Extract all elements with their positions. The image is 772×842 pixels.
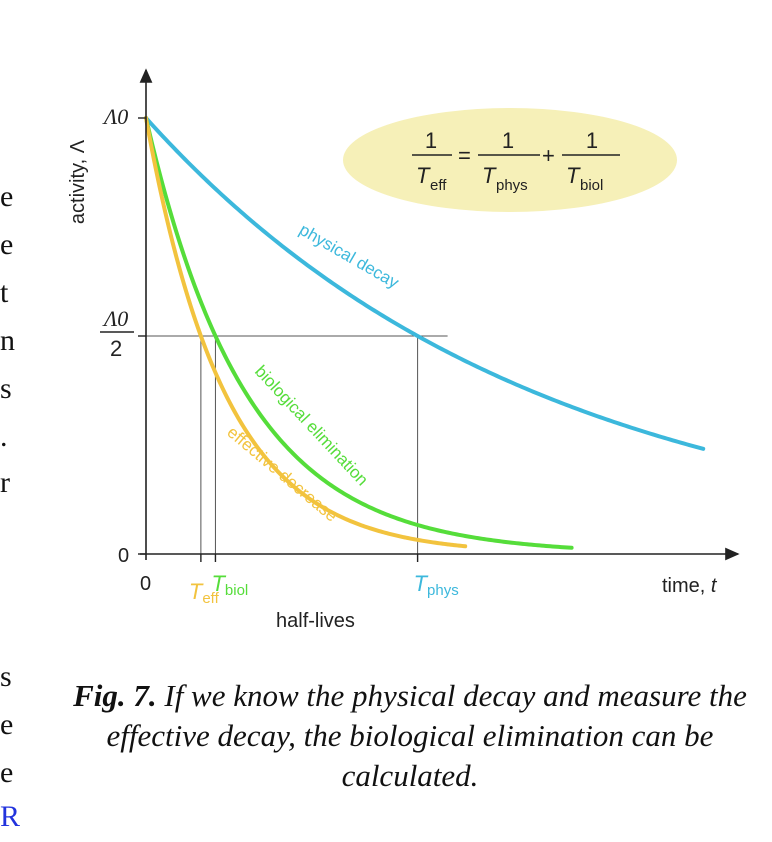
fragment: s bbox=[0, 372, 12, 405]
fragment-link[interactable]: R bbox=[0, 800, 21, 833]
formula-t1-sub: phys bbox=[496, 177, 528, 194]
fragment: e bbox=[0, 756, 14, 789]
curve-eff bbox=[144, 116, 468, 549]
formula-t2-sub: biol bbox=[580, 177, 603, 194]
formula: 1 T eff = 1 T phys + 1 T biol bbox=[412, 128, 620, 194]
formula-t1-numerator: 1 bbox=[502, 128, 514, 153]
label-physical-decay: physical decay bbox=[296, 220, 402, 292]
formula-plus: + bbox=[542, 143, 555, 168]
figure-caption: Fig. 7. If we know the physical decay an… bbox=[70, 676, 750, 796]
decay-chart: 1 T eff = 1 T phys + 1 T biol physical d… bbox=[67, 68, 740, 632]
curve-phys bbox=[144, 116, 706, 451]
formula-lhs-T: T bbox=[416, 163, 431, 188]
figure-label: Fig. 7. bbox=[73, 678, 157, 713]
fragment: n bbox=[0, 324, 15, 357]
curve-biol bbox=[144, 116, 574, 550]
left-column-text-fragments: e e t n s . r s e e R bbox=[0, 0, 40, 842]
half-life-label-eff: Teff bbox=[189, 579, 220, 607]
x-tick-label-zero: 0 bbox=[140, 573, 151, 595]
fragment: r bbox=[0, 466, 10, 499]
y-axis-label: activity, Λ bbox=[67, 139, 89, 224]
formula-equals: = bbox=[458, 143, 471, 168]
figure-caption-text: If we know the physical decay and measur… bbox=[106, 678, 747, 793]
half-lives-label: half-lives bbox=[276, 610, 355, 632]
formula-lhs-sub: eff bbox=[430, 177, 447, 194]
y-tick-label-half-den: 2 bbox=[110, 336, 122, 361]
half-life-label-biol: Tbiol bbox=[211, 571, 248, 599]
fragment: e bbox=[0, 228, 14, 261]
y-tick-label-top: Λ0 bbox=[102, 104, 128, 129]
formula-t2-numerator: 1 bbox=[586, 128, 598, 153]
formula-t1-T: T bbox=[482, 163, 497, 188]
formula-t2-T: T bbox=[566, 163, 581, 188]
y-tick-label-zero: 0 bbox=[118, 545, 129, 567]
fragment: s bbox=[0, 660, 12, 693]
fragment: . bbox=[0, 420, 8, 453]
formula-bubble bbox=[343, 108, 677, 212]
y-tick-label-half-num: Λ0 bbox=[102, 306, 128, 331]
decay-curves bbox=[144, 116, 706, 550]
fragment: e bbox=[0, 708, 14, 741]
half-life-label-phys: Tphys bbox=[414, 571, 459, 599]
fragment: e bbox=[0, 180, 14, 213]
formula-lhs-numerator: 1 bbox=[425, 128, 437, 153]
x-axis-label: time, t bbox=[662, 575, 718, 597]
fragment: t bbox=[0, 276, 9, 309]
